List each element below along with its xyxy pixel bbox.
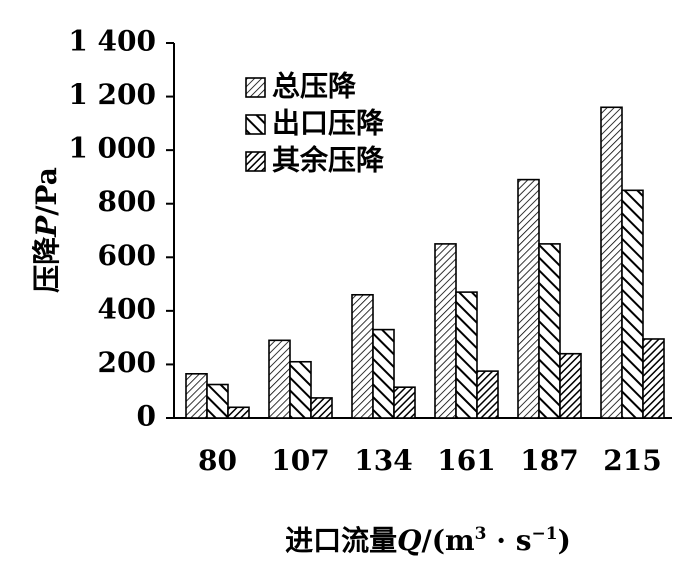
bar (642, 338, 665, 419)
x-axis-title: 进口流量Q/(m3 · s−1) (285, 524, 571, 557)
y-tick-label: 400 (98, 292, 156, 325)
bar (206, 383, 229, 419)
bar (517, 178, 540, 419)
x-axis-title-unit-close: ) (558, 524, 571, 557)
y-ticks: 0 200 400 600 800 1 000 1 200 1 400 (68, 25, 174, 433)
axes (173, 43, 672, 419)
bar (372, 328, 395, 419)
x-tick-label: 161 (437, 444, 495, 477)
bar (538, 243, 561, 419)
bar (434, 243, 457, 419)
bars (185, 106, 665, 419)
x-axis-title-sup1: 3 (475, 524, 487, 544)
x-tick-label: 107 (271, 444, 329, 477)
x-labels: 80 107 134 161 187 215 (198, 444, 662, 477)
x-tick-label: 215 (603, 444, 661, 477)
bar (268, 339, 291, 419)
y-tick-label: 1 400 (68, 25, 156, 58)
x-axis-title-var: Q (397, 524, 421, 557)
x-tick-label: 134 (354, 444, 412, 477)
bar (227, 406, 250, 419)
x-axis-title-unit-open: /(m (422, 524, 475, 557)
y-tick-label: 200 (98, 346, 156, 379)
legend-swatch (245, 114, 266, 135)
x-tick-label: 80 (198, 444, 237, 477)
x-axis-title-dot: · s (487, 524, 532, 557)
y-tick-label: 800 (98, 185, 156, 218)
y-tick-label: 600 (98, 239, 156, 272)
y-tick-label: 1 000 (68, 132, 156, 165)
x-axis-title-main: 进口流量 (285, 524, 397, 557)
bar (393, 386, 416, 419)
legend-swatch (245, 77, 266, 98)
y-tick-label: 1 200 (68, 78, 156, 111)
legend-label: 出口压降 (272, 107, 385, 140)
bar (600, 106, 623, 419)
bar (289, 360, 312, 419)
legend-label: 其余压降 (272, 144, 385, 177)
y-axis-title-unit: /Pa (30, 167, 63, 216)
bar (559, 352, 582, 419)
bar (455, 291, 478, 419)
y-axis-title-main: 压降 (30, 236, 63, 293)
y-axis-title-var: P (30, 215, 63, 238)
bar (621, 189, 644, 419)
legend-label: 总压降 (272, 70, 357, 103)
bar (351, 293, 374, 419)
y-axis-title: 压降P/Pa (30, 167, 63, 293)
bar (310, 397, 333, 419)
x-axis-title-sup2: −1 (532, 524, 558, 544)
legend-swatch (245, 151, 266, 172)
bar (185, 373, 208, 419)
x-tick-label: 187 (520, 444, 578, 477)
y-tick-label: 0 (137, 400, 156, 433)
bar (476, 370, 499, 419)
